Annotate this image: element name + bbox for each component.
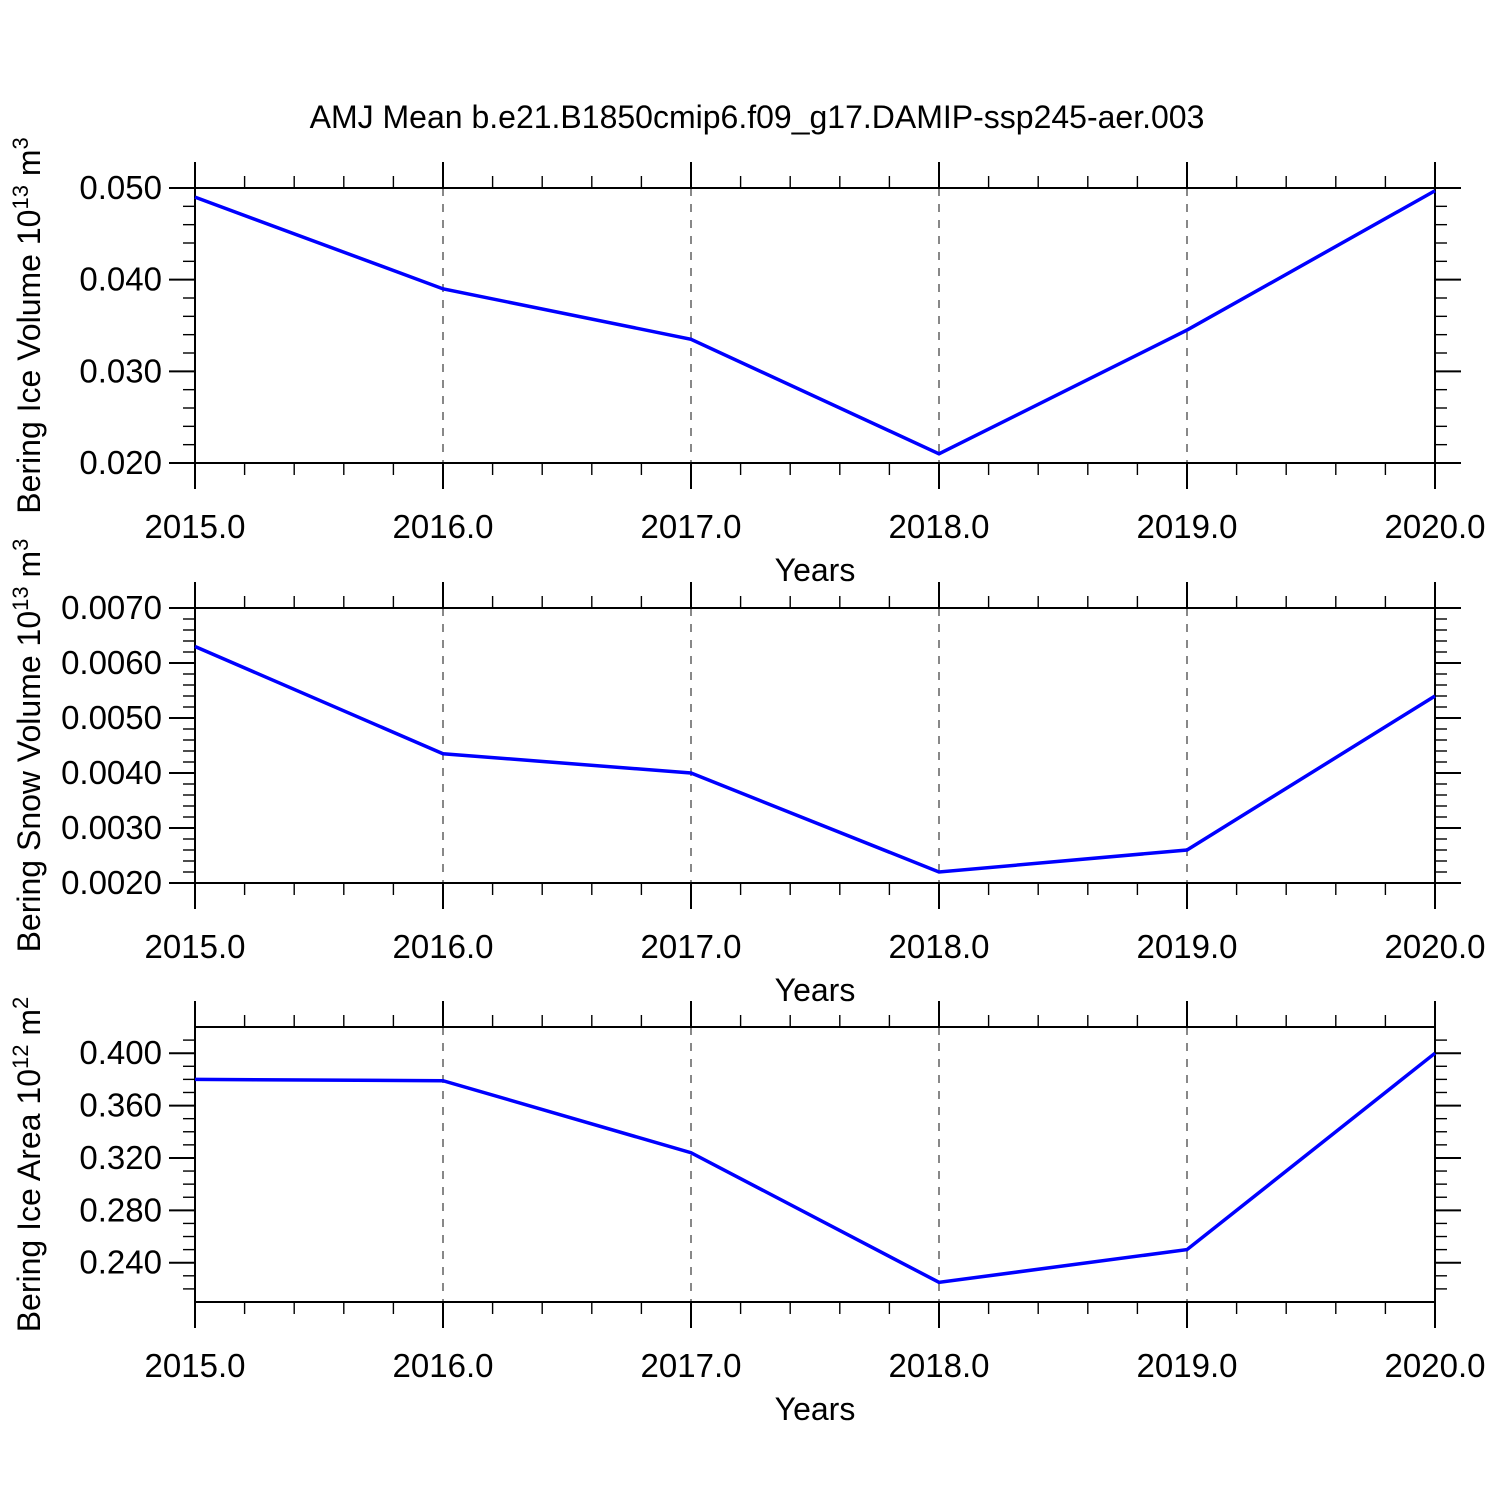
y-axis-title-superscript: 3	[8, 539, 33, 551]
y-tick-label: 0.0040	[61, 754, 162, 791]
y-tick-label: 0.320	[79, 1139, 162, 1176]
y-tick-label: 0.020	[79, 444, 162, 481]
x-tick-label: 2016.0	[393, 1347, 494, 1384]
y-axis-title-text: m	[11, 150, 47, 186]
y-tick-label: 0.0060	[61, 644, 162, 681]
y-axis-title-text: m	[11, 551, 47, 587]
plot-frame	[194, 187, 1436, 464]
y-axis-title-superscript: 12	[8, 1045, 33, 1069]
y-tick-label: 0.0030	[61, 809, 162, 846]
y-axis-title-superscript: 13	[8, 185, 33, 209]
chart-title: AMJ Mean b.e21.B1850cmip6.f09_g17.DAMIP-…	[310, 99, 1205, 135]
data-line-bering-ice-area	[194, 1051, 1437, 1285]
y-axis-title-text: m	[11, 1009, 47, 1045]
y-axis-title-superscript: 3	[8, 137, 33, 149]
x-tick-label: 2019.0	[1137, 928, 1238, 965]
y-tick-label: 0.280	[79, 1191, 162, 1228]
y-axis-title-text: Bering Snow Volume 10	[11, 611, 47, 953]
x-tick-label: 2020.0	[1385, 1347, 1486, 1384]
y-tick-label: 0.0070	[61, 589, 162, 626]
x-axis-title: Years	[775, 1391, 856, 1427]
x-tick-label: 2015.0	[145, 928, 246, 965]
x-tick-label: 2017.0	[641, 1347, 742, 1384]
x-tick-label: 2017.0	[641, 928, 742, 965]
data-line-bering-ice-volume	[194, 189, 1436, 456]
y-tick-label: 0.400	[79, 1034, 162, 1071]
x-tick-label: 2019.0	[1137, 1347, 1238, 1384]
y-axis-title-text: Bering Ice Area 10	[11, 1069, 47, 1332]
x-tick-label: 2020.0	[1385, 508, 1486, 545]
x-tick-label: 2018.0	[889, 1347, 990, 1384]
y-axis-title-superscript: 2	[8, 997, 33, 1009]
x-tick-label: 2016.0	[393, 508, 494, 545]
x-axis-title: Years	[775, 972, 856, 1008]
x-tick-label: 2019.0	[1137, 508, 1238, 545]
y-axis-title: Bering Ice Volume 1013 m3	[8, 137, 47, 513]
y-tick-label: 0.0050	[61, 699, 162, 736]
y-tick-label: 0.040	[79, 261, 162, 298]
y-axis-title: Bering Ice Area 1012 m2	[8, 997, 47, 1333]
y-tick-label: 0.0020	[61, 864, 162, 901]
x-tick-label: 2018.0	[889, 928, 990, 965]
x-tick-label: 2016.0	[393, 928, 494, 965]
x-tick-label: 2018.0	[889, 508, 990, 545]
x-tick-label: 2017.0	[641, 508, 742, 545]
plot-frame	[194, 1026, 1436, 1303]
x-tick-label: 2015.0	[145, 1347, 246, 1384]
y-tick-label: 0.050	[79, 169, 162, 206]
x-tick-label: 2015.0	[145, 508, 246, 545]
y-tick-label: 0.030	[79, 352, 162, 389]
x-axis-title: Years	[775, 552, 856, 588]
y-axis-title-text: Bering Ice Volume 10	[11, 210, 47, 514]
y-axis-title: Bering Snow Volume 1013 m3	[8, 539, 47, 953]
y-tick-label: 0.360	[79, 1087, 162, 1124]
data-line-bering-snow-volume	[194, 644, 1436, 874]
plot-frame	[194, 607, 1436, 884]
y-tick-label: 0.240	[79, 1244, 162, 1281]
y-axis-title-superscript: 13	[8, 586, 33, 610]
x-tick-label: 2020.0	[1385, 928, 1486, 965]
